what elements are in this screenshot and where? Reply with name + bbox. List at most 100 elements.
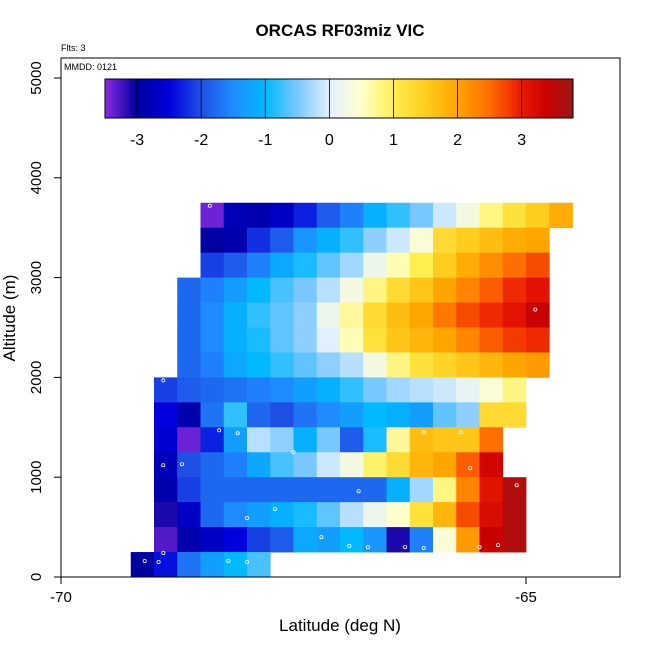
heatmap-cell xyxy=(200,502,225,528)
colorbar-swatch xyxy=(566,79,571,118)
colorbar-tick-label: -1 xyxy=(258,132,272,149)
colorbar-swatch xyxy=(524,79,529,118)
flight-point-marker xyxy=(161,463,166,468)
colorbar-tick-label: -2 xyxy=(194,132,208,149)
colorbar-swatch xyxy=(278,79,282,118)
heatmap-cell xyxy=(479,377,504,403)
flight-point-marker xyxy=(244,516,249,521)
colorbar-swatch xyxy=(383,79,388,118)
heatmap-cell xyxy=(526,327,550,353)
heatmap-cell xyxy=(223,277,248,303)
heatmap-cell xyxy=(502,327,527,353)
colorbar-swatch xyxy=(422,79,427,118)
heatmap-cell xyxy=(247,502,271,528)
heatmap-cell xyxy=(270,252,294,278)
heatmap-cell xyxy=(247,252,271,278)
flights-note: Flts: 3 xyxy=(61,43,86,53)
heatmap-cell xyxy=(293,502,318,528)
colorbar-swatch xyxy=(560,79,564,118)
heatmap-cell xyxy=(363,477,387,503)
heatmap-cell xyxy=(223,377,248,403)
colorbar-swatch xyxy=(153,79,157,118)
heatmap-cell xyxy=(293,402,318,428)
colorbar-swatch xyxy=(175,79,180,118)
colorbar-swatch xyxy=(188,79,193,118)
heatmap-cell xyxy=(340,352,364,378)
heatmap-cell xyxy=(340,502,364,528)
colorbar-swatch xyxy=(335,79,340,118)
heatmap-cell xyxy=(316,477,341,503)
heatmap-cell xyxy=(200,302,225,328)
heatmap-cell xyxy=(270,502,294,528)
heatmap-cell xyxy=(479,202,504,229)
heatmap-cell xyxy=(340,527,364,553)
heatmap-cell xyxy=(200,477,225,503)
heatmap-cell xyxy=(433,277,457,303)
colorbar-swatch xyxy=(508,79,513,118)
y-axis-tick-label: 3000 xyxy=(28,261,45,294)
heatmap-cell xyxy=(363,202,387,229)
colorbar-swatch xyxy=(371,79,375,118)
heatmap-cell xyxy=(200,352,225,378)
heatmap-cell xyxy=(363,377,387,403)
heatmap-cell xyxy=(526,252,550,278)
y-axis-tick-label: 2000 xyxy=(28,361,45,394)
colorbar-swatch xyxy=(140,79,144,118)
colorbar-swatch xyxy=(556,79,561,118)
colorbar-swatch xyxy=(467,79,471,118)
colorbar-swatch xyxy=(316,79,321,118)
heatmap-cell xyxy=(200,327,225,353)
flight-point-marker xyxy=(207,203,212,208)
colorbar-swatch xyxy=(246,79,250,118)
heatmap-cell xyxy=(526,227,550,254)
heatmap-cell xyxy=(409,202,434,229)
colorbar-swatch xyxy=(550,79,555,118)
heatmap-cell xyxy=(154,427,178,453)
heatmap-cell xyxy=(386,527,411,553)
colorbar-swatch xyxy=(425,79,430,118)
colorbar-swatch xyxy=(409,79,414,118)
colorbar-swatch xyxy=(345,79,350,118)
heatmap-cell xyxy=(409,502,434,528)
heatmap-cell xyxy=(247,302,271,328)
heatmap-cell xyxy=(386,452,411,478)
flight-point-marker xyxy=(449,547,454,552)
heatmap-cell xyxy=(502,227,527,254)
colorbar-swatch xyxy=(294,79,298,118)
heatmap-cell xyxy=(409,477,434,503)
heatmap-cell xyxy=(479,527,504,553)
heatmap-cell xyxy=(363,352,387,378)
colorbar-swatch xyxy=(460,79,465,118)
heatmap-cell xyxy=(270,402,294,428)
heatmap-cell xyxy=(200,277,225,303)
colorbar-swatch xyxy=(143,79,148,118)
heatmap-cell xyxy=(293,452,318,478)
colorbar-swatch xyxy=(387,79,391,118)
colorbar-swatch xyxy=(252,79,257,118)
heatmap-cell xyxy=(433,202,457,229)
heatmap-cell xyxy=(293,277,318,303)
flight-markers xyxy=(133,203,594,565)
colorbar-swatch xyxy=(258,79,263,118)
heatmap-cell xyxy=(479,252,504,278)
heatmap-cell xyxy=(479,477,504,503)
heatmap-cell xyxy=(247,202,271,229)
colorbar-swatch xyxy=(319,79,324,118)
heatmap-cell xyxy=(177,352,201,378)
flight-point-marker xyxy=(226,559,231,564)
colorbar-swatch xyxy=(499,79,503,118)
heatmap-cell xyxy=(456,377,480,403)
heatmap-cell xyxy=(223,327,248,353)
heatmap-cell xyxy=(526,277,550,303)
colorbar-swatch xyxy=(281,79,286,118)
colorbar-swatch xyxy=(505,79,510,118)
colorbar-swatch xyxy=(300,79,305,118)
colorbar-swatch xyxy=(470,79,475,118)
heatmap-cell xyxy=(549,202,573,229)
colorbar-swatch xyxy=(390,79,394,118)
colorbar-swatch xyxy=(108,79,112,118)
flight-point-marker xyxy=(514,483,519,488)
colorbar-swatch xyxy=(310,79,314,118)
colorbar-swatch xyxy=(169,79,173,118)
